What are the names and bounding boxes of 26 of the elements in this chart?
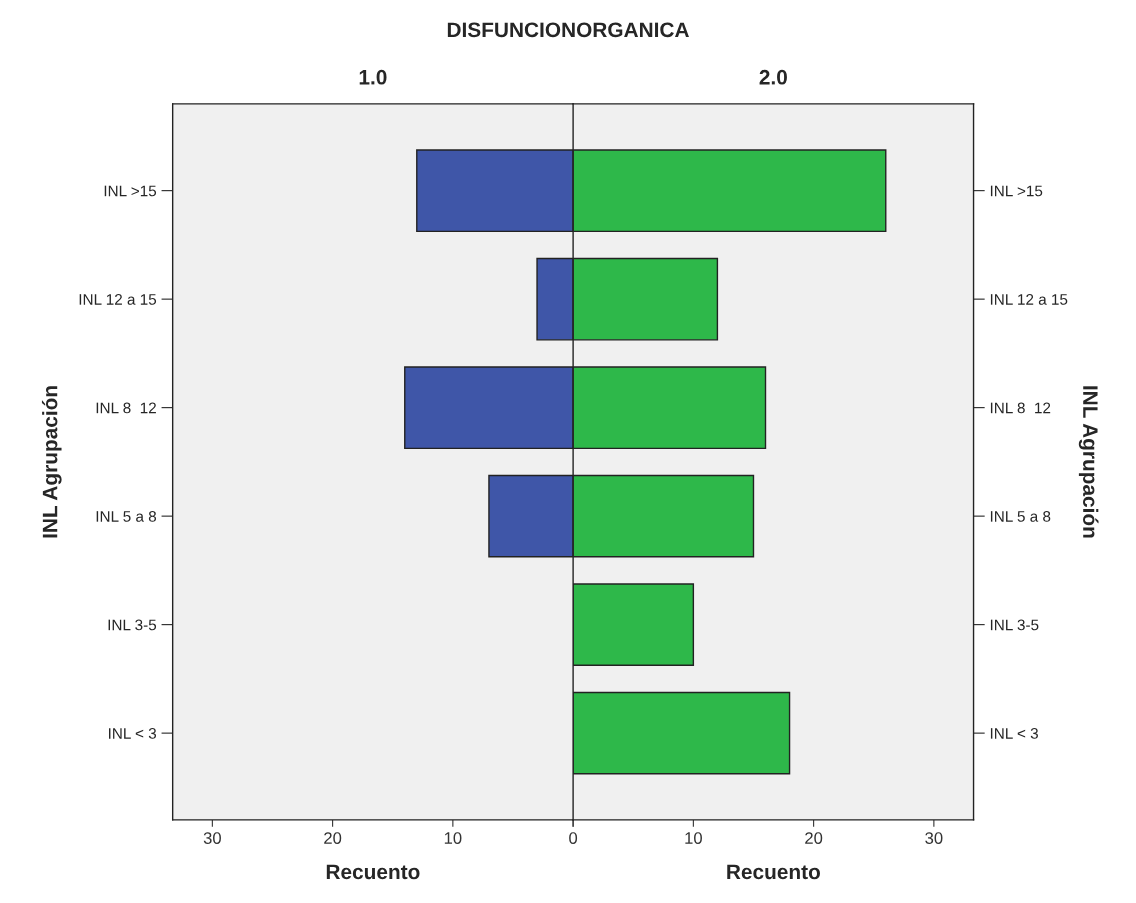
chart-title: DISFUNCIONORGANICA <box>447 22 689 38</box>
y-tick-label: INL 5 a 8 <box>990 511 1051 522</box>
x-axis-title: Recuento <box>727 864 820 880</box>
y-tick-label: INL 8 12 <box>990 402 1051 414</box>
x-tick-label: 10 <box>444 832 462 844</box>
y-tick-label: INL < 3 <box>990 727 1038 739</box>
x-tick-label: 10 <box>685 832 702 844</box>
y-tick-label: INL >15 <box>104 185 157 197</box>
y-axis-title: INL Agrupación <box>41 386 62 538</box>
y-tick-label: INL >15 <box>990 185 1043 197</box>
x-tick-label: 30 <box>925 832 943 844</box>
y-tick-label: INL 3-5 <box>990 619 1039 631</box>
x-tick-label: 20 <box>324 832 342 844</box>
y-tick-label: INL 3-5 <box>108 619 157 631</box>
x-tick-label: 0 <box>569 832 578 844</box>
chart-subtitle: 1.0 <box>359 69 387 85</box>
y-tick-label: INL < 3 <box>109 727 157 739</box>
y-axis-title: INL Agrupación <box>1078 386 1099 538</box>
x-tick-label: 20 <box>805 832 823 844</box>
x-tick-label: 30 <box>203 832 221 844</box>
y-tick-label: INL 12 a 15 <box>79 294 157 305</box>
y-tick-label: INL 12 a 15 <box>990 294 1068 305</box>
chart-subtitle: 2.0 <box>759 69 787 85</box>
x-axis-title: Recuento <box>326 864 420 880</box>
y-tick-label: INL 8 12 <box>96 402 156 414</box>
y-tick-label: INL 5 a 8 <box>96 511 157 522</box>
